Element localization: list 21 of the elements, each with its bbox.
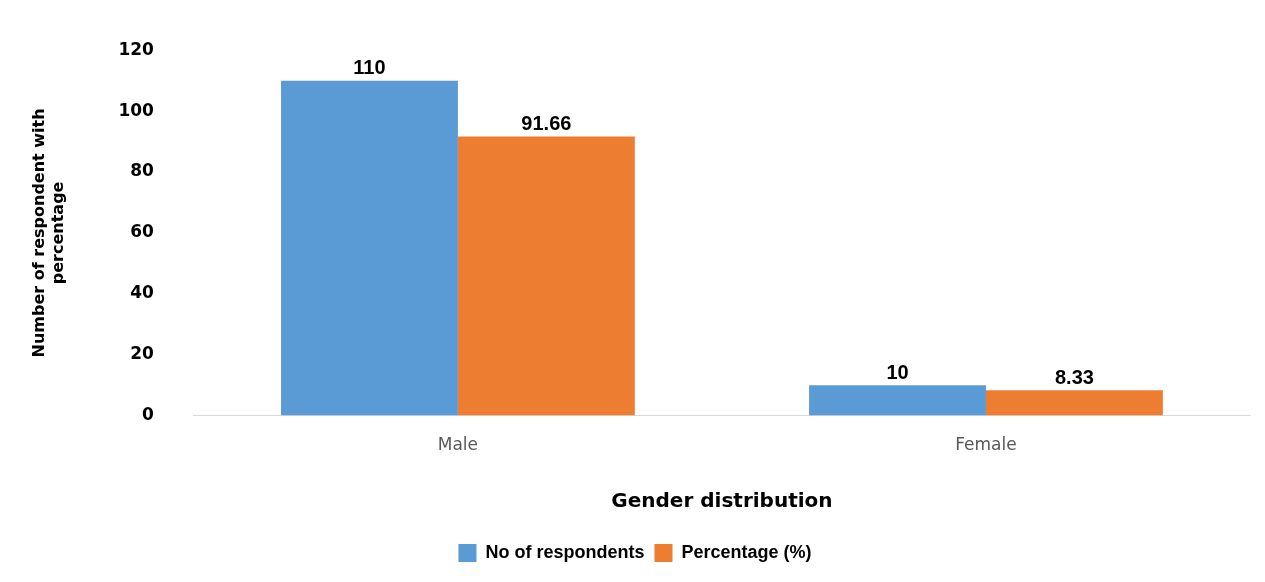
- y-tick-label: 80: [130, 160, 155, 181]
- legend-label: Percentage (%): [681, 541, 812, 562]
- y-tick-label: 0: [142, 404, 155, 425]
- data-label: 110: [353, 56, 386, 79]
- bar: [985, 390, 1163, 416]
- x-tick-label: Male: [437, 434, 479, 455]
- legend-label: No of respondents: [485, 541, 645, 562]
- y-tick-label: 60: [130, 221, 155, 242]
- bar: [457, 136, 635, 416]
- data-label: 10: [886, 360, 909, 383]
- x-tick-label: Female: [955, 434, 1017, 455]
- y-tick-label: 100: [118, 99, 155, 120]
- x-axis-title: Gender distribution: [611, 488, 833, 513]
- y-tick-label: 40: [130, 282, 155, 303]
- data-label: 91.66: [521, 112, 572, 135]
- bar: [809, 385, 986, 416]
- y-tick-label: 20: [130, 343, 155, 364]
- data-label: 8.33: [1054, 365, 1094, 388]
- y-axis-title: Number of respondent with percentage: [28, 108, 67, 358]
- y-tick-label: 120: [118, 38, 155, 59]
- bar: [281, 80, 458, 416]
